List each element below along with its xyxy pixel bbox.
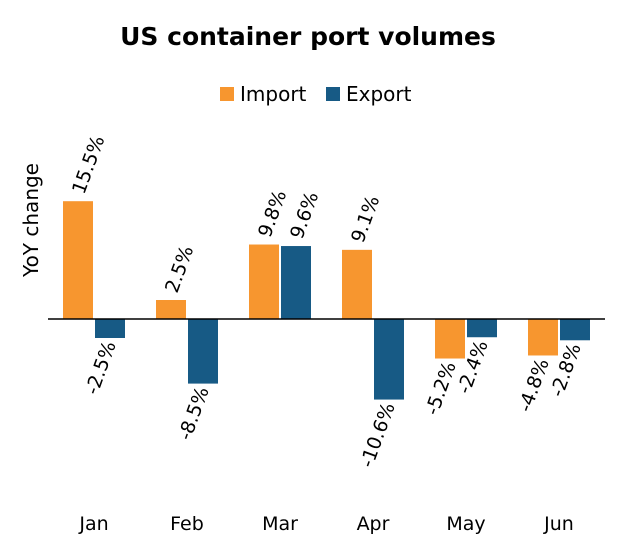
chart-title: US container port volumes: [120, 22, 496, 51]
bar-import-may: [435, 319, 465, 359]
category-label-jun: Jun: [543, 513, 574, 535]
legend-swatch-import: [220, 87, 234, 101]
data-label-export-feb: -8.5%: [174, 384, 214, 443]
bar-export-jun: [560, 319, 590, 341]
data-label-import-mar: 9.8%: [254, 187, 291, 240]
data-label-import-apr: 9.1%: [347, 193, 384, 246]
category-label-jan: Jan: [78, 513, 108, 535]
legend-label-import: Import: [240, 82, 307, 106]
bar-export-feb: [188, 319, 218, 384]
bar-export-apr: [374, 319, 404, 400]
data-label-export-jan: -2.5%: [81, 338, 121, 397]
data-label-import-jan: 15.5%: [68, 133, 109, 197]
data-label-export-apr: -10.6%: [356, 400, 400, 471]
bar-export-may: [467, 319, 497, 338]
data-labels-group: 15.5%-2.5%2.5%-8.5%9.8%9.6% 9.1%-10.6%-5.…: [68, 133, 586, 471]
category-label-feb: Feb: [170, 513, 204, 535]
bar-import-mar: [249, 244, 279, 319]
category-label-may: May: [446, 513, 485, 535]
y-axis-label: YoY change: [19, 163, 43, 278]
bar-import-jun: [528, 319, 558, 356]
legend-label-export: Export: [346, 82, 412, 106]
bar-import-apr: [342, 249, 372, 319]
category-labels-group: Jan Feb Mar Apr May Jun: [78, 513, 573, 535]
category-label-mar: Mar: [262, 513, 298, 535]
legend-swatch-export: [326, 87, 340, 101]
legend: Import Export: [220, 82, 412, 106]
bar-export-mar: [281, 246, 311, 319]
data-label-import-feb: 2.5%: [161, 243, 198, 296]
bars-group: [63, 201, 590, 400]
bar-export-jan: [95, 319, 125, 338]
bar-import-feb: [156, 300, 186, 319]
category-label-apr: Apr: [357, 513, 390, 535]
data-label-export-mar: 9.6%: [286, 189, 323, 242]
bar-import-jan: [63, 201, 93, 319]
